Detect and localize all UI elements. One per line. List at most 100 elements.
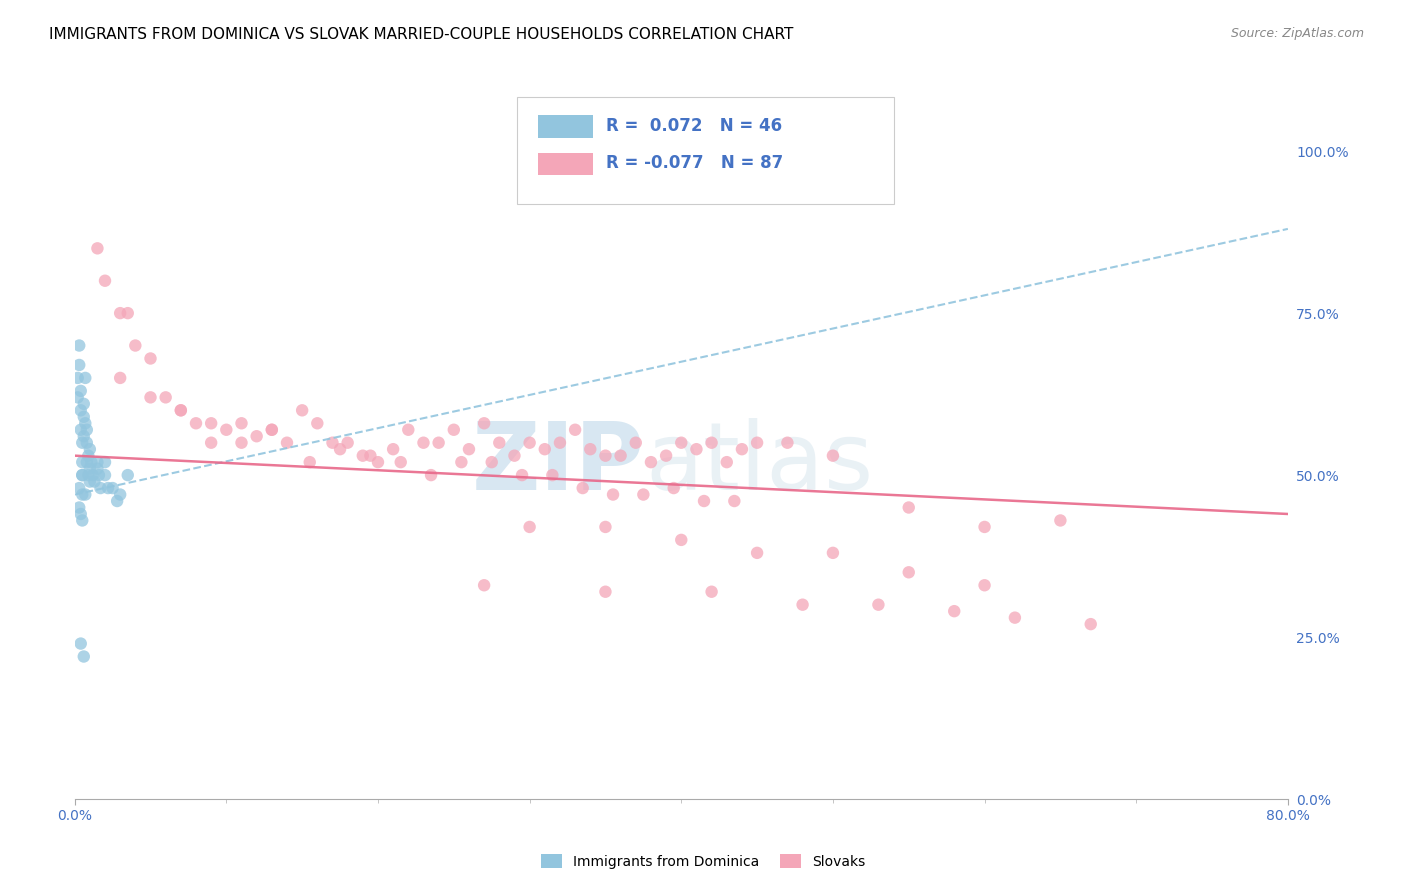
Point (367, 455, 389, 469)
Text: R = -0.077   N = 87: R = -0.077 N = 87 (606, 154, 783, 172)
Point (548, 435, 571, 450)
Point (77, 449, 100, 463)
Point (973, 578, 995, 592)
Point (72, 455, 94, 469)
Point (472, 417, 495, 431)
Point (260, 423, 283, 437)
Point (298, 455, 321, 469)
Point (184, 417, 207, 431)
Point (450, 455, 472, 469)
Point (1049, 513, 1071, 527)
Point (66, 390, 89, 404)
Point (72, 487, 94, 501)
Point (519, 520, 541, 534)
Point (723, 494, 745, 508)
Point (336, 435, 359, 450)
FancyBboxPatch shape (538, 115, 593, 137)
Point (427, 435, 450, 450)
Point (139, 351, 162, 366)
Point (821, 449, 844, 463)
Point (69, 507, 91, 521)
Point (117, 468, 139, 483)
Point (655, 449, 678, 463)
Point (671, 435, 693, 450)
Point (66, 371, 89, 385)
Point (72, 468, 94, 483)
Point (86, 461, 108, 475)
Point (170, 403, 193, 417)
Point (382, 442, 405, 457)
Point (69, 384, 91, 398)
Point (72, 513, 94, 527)
Point (745, 546, 768, 560)
Point (94, 455, 117, 469)
Point (231, 417, 253, 431)
Point (821, 546, 844, 560)
Point (87, 468, 110, 483)
Point (170, 403, 193, 417)
Point (75, 417, 97, 431)
Point (412, 435, 434, 450)
Point (868, 598, 890, 612)
Point (700, 435, 723, 450)
Point (67, 481, 90, 495)
Point (307, 417, 329, 431)
Point (579, 442, 602, 457)
Point (76, 455, 98, 469)
Point (503, 449, 526, 463)
Point (124, 338, 146, 352)
Point (640, 455, 662, 469)
Point (79, 475, 101, 489)
Point (117, 306, 139, 320)
Point (94, 468, 117, 483)
Point (73, 649, 96, 664)
Point (533, 442, 555, 457)
Point (67, 500, 90, 515)
Point (671, 533, 693, 547)
Point (564, 423, 586, 437)
Point (389, 455, 412, 469)
Point (82, 468, 104, 483)
Point (246, 429, 269, 443)
Point (73, 397, 96, 411)
Point (685, 442, 707, 457)
Point (633, 487, 655, 501)
FancyBboxPatch shape (517, 97, 894, 204)
Point (72, 435, 94, 450)
Point (458, 442, 481, 457)
Point (83, 475, 105, 489)
Point (69, 423, 91, 437)
Point (79, 442, 101, 457)
Point (101, 481, 124, 495)
Point (488, 435, 510, 450)
Point (231, 435, 253, 450)
Point (155, 390, 177, 404)
Point (215, 423, 238, 437)
Point (69, 636, 91, 650)
Point (571, 481, 593, 495)
Point (897, 566, 920, 580)
Point (260, 423, 283, 437)
Point (420, 468, 443, 483)
Point (76, 423, 98, 437)
Point (481, 455, 503, 469)
Point (897, 500, 920, 515)
Text: ZIP: ZIP (472, 418, 645, 510)
Point (396, 423, 419, 437)
Point (67, 338, 90, 352)
Point (69, 403, 91, 417)
Legend: Immigrants from Dominica, Slovaks: Immigrants from Dominica, Slovaks (536, 848, 870, 874)
Point (776, 435, 799, 450)
Point (352, 449, 374, 463)
Point (609, 449, 631, 463)
Point (75, 487, 97, 501)
Point (731, 442, 754, 457)
Point (276, 435, 298, 450)
Text: IMMIGRANTS FROM DOMINICA VS SLOVAK MARRIED-COUPLE HOUSEHOLDS CORRELATION CHART: IMMIGRANTS FROM DOMINICA VS SLOVAK MARRI… (49, 27, 793, 42)
Point (693, 494, 716, 508)
Point (716, 455, 738, 469)
Point (86, 241, 108, 255)
Point (80, 455, 103, 469)
Point (77, 468, 100, 483)
Point (510, 468, 533, 483)
